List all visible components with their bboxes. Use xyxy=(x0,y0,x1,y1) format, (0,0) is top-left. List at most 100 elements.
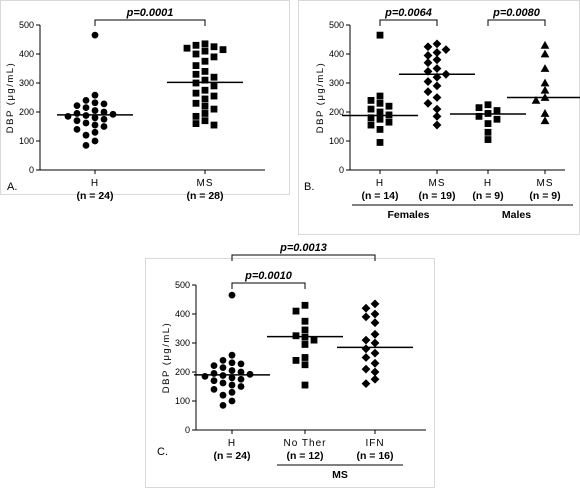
data-point xyxy=(201,40,209,48)
data-point xyxy=(82,119,90,127)
data-point xyxy=(370,318,380,328)
category-n-label: (n = 9) xyxy=(529,190,560,202)
data-point xyxy=(237,383,245,390)
data-point xyxy=(301,341,309,348)
data-point xyxy=(361,353,371,362)
y-tick-label: 300 xyxy=(175,338,190,348)
data-point xyxy=(423,87,433,97)
data-series xyxy=(64,31,117,149)
p-value-label: p=0.0064 xyxy=(384,7,432,19)
data-point xyxy=(219,379,227,387)
data-point xyxy=(540,116,550,125)
data-point xyxy=(385,102,393,110)
data-point xyxy=(201,95,209,103)
x-tick-label: MS xyxy=(197,178,214,189)
category-n-label: (n = 9) xyxy=(472,190,503,202)
data-point xyxy=(361,312,371,322)
chart-panel-c: 0 100 200 300 400 500 DBP (μg/mL) H(n = 24) No T… xyxy=(145,242,435,488)
data-point xyxy=(376,99,384,107)
panel-letter: C. xyxy=(157,446,168,458)
y-tick-label: 400 xyxy=(19,49,34,59)
data-point xyxy=(310,336,318,344)
data-point xyxy=(210,370,218,377)
data-point xyxy=(192,120,200,127)
p-value-label: p=0.0080 xyxy=(492,7,541,19)
data-point xyxy=(540,40,550,49)
y-tick-label: 200 xyxy=(175,367,190,377)
data-point xyxy=(192,41,200,49)
group-label: Females xyxy=(387,209,429,221)
data-point xyxy=(376,108,384,116)
data-point xyxy=(210,92,218,100)
data-point xyxy=(432,104,442,114)
x-tick-label: H xyxy=(91,178,99,189)
data-point xyxy=(228,381,236,389)
data-point xyxy=(210,43,218,51)
data-point xyxy=(201,110,209,117)
data-point xyxy=(540,78,550,87)
data-point xyxy=(376,92,384,100)
data-point xyxy=(423,51,433,60)
data-point xyxy=(210,362,218,370)
data-point xyxy=(484,128,492,136)
data-point xyxy=(210,377,218,385)
data-point xyxy=(219,364,227,372)
data-point xyxy=(201,86,209,94)
data-point xyxy=(540,85,550,94)
data-point xyxy=(237,360,245,368)
y-tick-label: 300 xyxy=(329,78,344,88)
x-tick-label: H xyxy=(376,178,384,189)
data-point xyxy=(192,112,200,120)
y-tick-label: 0 xyxy=(29,165,34,175)
data-point xyxy=(361,303,371,313)
data-point xyxy=(100,123,108,130)
data-point xyxy=(432,72,442,82)
data-point xyxy=(301,301,309,309)
data-point xyxy=(370,299,380,309)
data-point xyxy=(228,374,236,382)
y-tick-label: 200 xyxy=(329,107,344,117)
data-point xyxy=(82,104,90,112)
y-tick-label: 0 xyxy=(339,165,344,175)
data-point xyxy=(361,335,371,345)
x-tick-label: IFN xyxy=(365,438,384,449)
data-point xyxy=(91,114,99,122)
y-tick-label: 300 xyxy=(19,78,34,88)
data-point xyxy=(493,107,501,114)
data-point xyxy=(432,48,442,57)
data-point xyxy=(376,31,384,39)
data-point xyxy=(237,375,245,383)
data-point xyxy=(531,96,541,104)
data-point xyxy=(370,338,380,348)
data-point xyxy=(370,358,380,368)
data-point xyxy=(73,110,81,117)
data-point xyxy=(82,131,90,139)
panel-frame xyxy=(0,0,290,195)
data-point xyxy=(228,367,236,374)
data-point xyxy=(91,128,99,136)
p-value-label: p=0.0010 xyxy=(244,270,293,282)
data-point xyxy=(370,367,380,377)
data-point xyxy=(82,97,90,104)
data-point xyxy=(201,117,209,125)
data-point xyxy=(64,112,72,120)
data-point xyxy=(91,107,99,114)
data-point xyxy=(201,47,209,55)
data-point xyxy=(423,42,433,52)
data-point xyxy=(237,368,245,376)
data-point xyxy=(219,391,227,399)
data-point xyxy=(201,68,209,75)
data-point xyxy=(540,109,550,117)
data-point xyxy=(361,379,371,388)
significance-bracket xyxy=(231,254,376,261)
y-tick-label: 200 xyxy=(19,107,34,117)
category-n-label: (n = 16) xyxy=(356,450,393,462)
data-point xyxy=(201,102,209,110)
data-point xyxy=(484,136,492,143)
data-series xyxy=(183,40,227,129)
data-point xyxy=(91,121,99,129)
y-tick-label: 500 xyxy=(19,20,34,30)
data-point xyxy=(432,55,442,65)
